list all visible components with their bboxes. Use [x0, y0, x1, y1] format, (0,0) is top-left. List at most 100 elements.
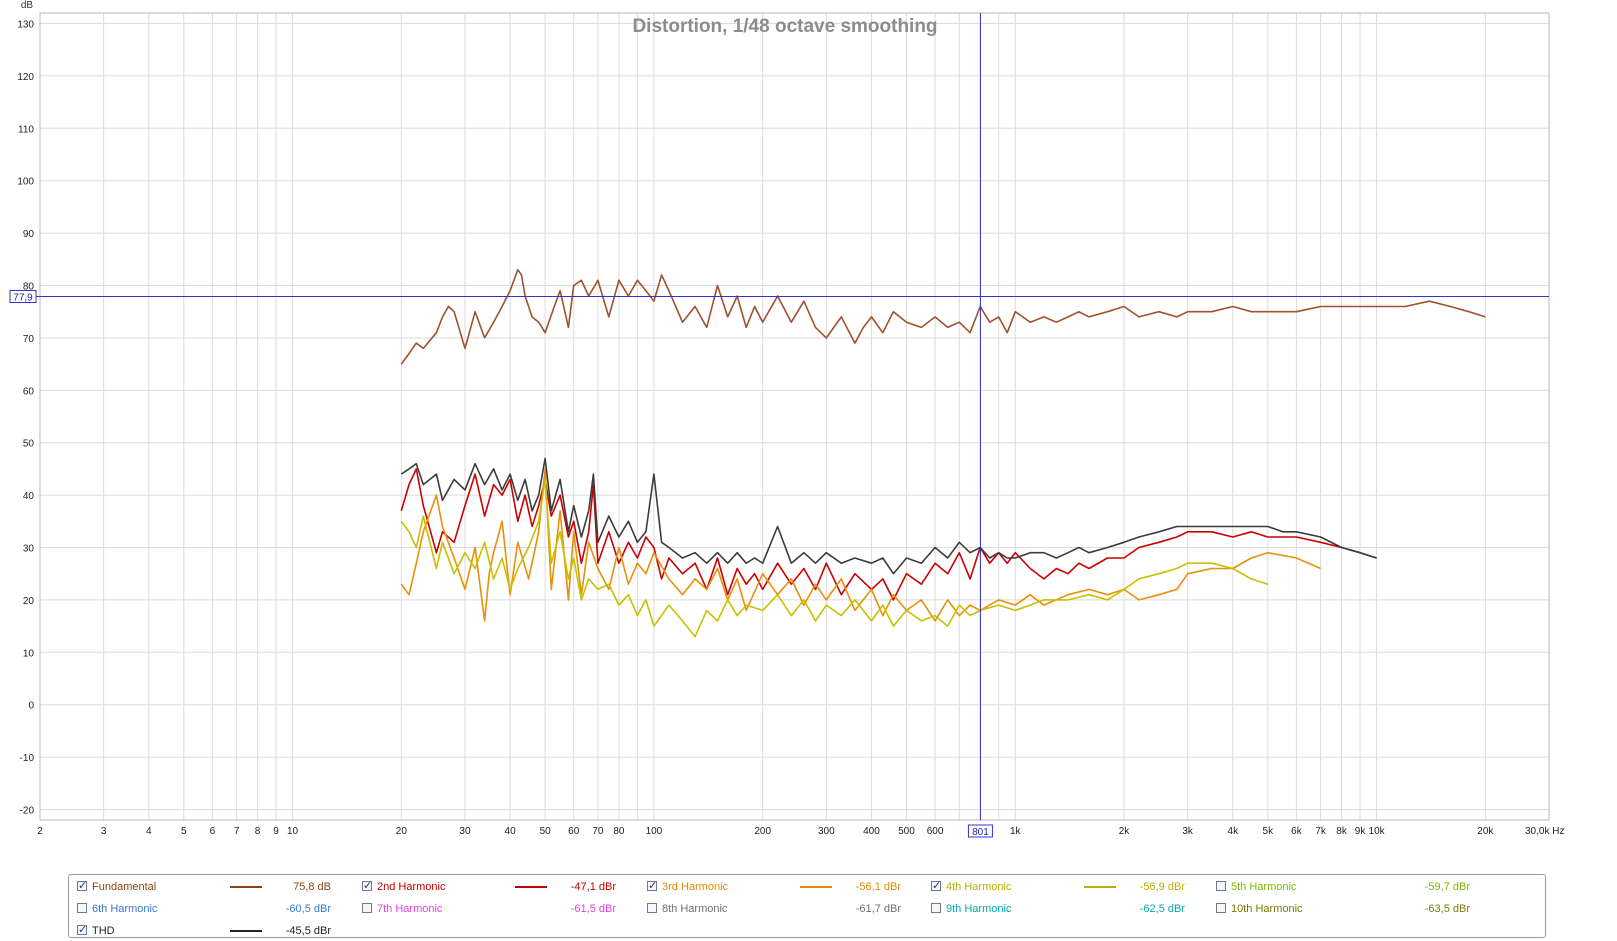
x-tick-label: 40	[505, 826, 517, 837]
legend-label: 9th Harmonic	[946, 903, 1012, 915]
legend-label: 4th Harmonic	[946, 881, 1012, 893]
legend-item-2nd-harmonic[interactable]: 2nd Harmonic -47,1 dBr	[362, 878, 632, 895]
legend-item-3rd-harmonic[interactable]: 3rd Harmonic -56,1 dBr	[647, 878, 917, 895]
legend-label: THD	[92, 925, 115, 937]
series-line-fundamental	[400, 268, 1486, 365]
y-tick-label: 40	[23, 491, 35, 502]
x-tick-label: 7	[234, 826, 240, 837]
legend-checkbox-4th-harmonic[interactable]	[931, 878, 941, 894]
cursor-layer[interactable]: 77,9 801	[9, 13, 1549, 838]
y-tick-label: 110	[18, 124, 34, 135]
x-tick-label: 400	[863, 826, 880, 837]
legend-item-9th-harmonic[interactable]: 9th Harmonic -62,5 dBr	[931, 901, 1201, 917]
x-tick-label: 6k	[1291, 826, 1303, 837]
y-tick-label: 70	[23, 334, 35, 345]
legend-label: 6th Harmonic	[92, 903, 158, 915]
series-line-2nd-harmonic	[400, 468, 1377, 601]
y-tick-label: -10	[20, 753, 35, 764]
legend-label: 8th Harmonic	[662, 903, 728, 915]
y-tick-label: 50	[23, 439, 35, 450]
x-tick-label: 1k	[1010, 826, 1022, 837]
y-tick-label: 90	[23, 229, 35, 240]
legend-item-5th-harmonic[interactable]: 5th Harmonic -59,7 dBr	[1216, 879, 1486, 895]
legend-label: 7th Harmonic	[377, 903, 443, 915]
legend-checkbox-6th-harmonic[interactable]	[77, 903, 87, 913]
legend-swatch-line	[800, 886, 832, 888]
series-line-4th-harmonic	[400, 478, 1269, 638]
cursor-y-readout-box	[9, 289, 37, 303]
legend-label: 2nd Harmonic	[377, 881, 446, 893]
chart-title: Distortion, 1/48 octave smoothing	[632, 16, 937, 37]
x-tick-label: 200	[754, 826, 771, 837]
legend-item-10th-harmonic[interactable]: 10th Harmonic -63,5 dBr	[1216, 901, 1486, 917]
x-tick-label: 300	[818, 826, 835, 837]
legend-checkbox-9th-harmonic[interactable]	[931, 903, 941, 913]
x-tick-label: 3	[101, 826, 107, 837]
x-tick-label: 8	[255, 826, 261, 837]
legend-value: -61,7 dBr	[855, 903, 901, 915]
legend-value: -56,1 dBr	[855, 881, 901, 893]
legend-value: -63,5 dBr	[1424, 903, 1470, 915]
legend-checkbox-3rd-harmonic[interactable]	[647, 878, 657, 894]
legend-item-6th-harmonic[interactable]: 6th Harmonic -60,5 dBr	[77, 901, 347, 917]
x-tick-label: 60	[568, 826, 580, 837]
legend-checkbox-fundamental[interactable]	[77, 878, 87, 894]
legend-swatch-line	[230, 930, 262, 932]
legend-item-thd[interactable]: THD -45,5 dBr	[77, 922, 347, 939]
legend-checkbox-thd[interactable]	[77, 922, 87, 938]
legend-checkbox-10th-harmonic[interactable]	[1216, 903, 1226, 913]
legend: Fundamental 75,8 dB 2nd Harmonic -47,1 dBr 3…	[68, 874, 1546, 938]
legend-checkbox-8th-harmonic[interactable]	[647, 903, 657, 913]
legend-swatch-line	[1084, 886, 1116, 888]
x-tick-label: 5k	[1263, 826, 1275, 837]
cursor-x-readout: 801	[972, 827, 989, 838]
x-tick-label: 600	[927, 826, 944, 837]
legend-value: 75,8 dB	[293, 881, 331, 893]
cursor-x-readout-box	[967, 824, 993, 838]
x-tick-label: 9	[273, 826, 279, 837]
legend-value: -45,5 dBr	[285, 925, 331, 937]
series-layer	[400, 268, 1486, 638]
legend-item-fundamental[interactable]: Fundamental 75,8 dB	[77, 878, 347, 895]
legend-value: -62,5 dBr	[1139, 903, 1185, 915]
legend-checkbox-7th-harmonic[interactable]	[362, 903, 372, 913]
legend-value: -61,5 dBr	[570, 903, 616, 915]
legend-label: Fundamental	[92, 881, 157, 893]
x-tick-label: 10	[287, 826, 299, 837]
x-tick-label: 8k	[1336, 826, 1348, 837]
y-tick-label: 0	[28, 701, 34, 712]
x-tick-label: 2	[37, 826, 43, 837]
legend-item-8th-harmonic[interactable]: 8th Harmonic -61,7 dBr	[647, 901, 917, 917]
legend-checkbox-2nd-harmonic[interactable]	[362, 878, 372, 894]
legend-item-7th-harmonic[interactable]: 7th Harmonic -61,5 dBr	[362, 901, 632, 917]
legend-swatch-line	[515, 886, 547, 888]
x-tick-label: 70	[592, 826, 604, 837]
legend-swatch-line	[230, 886, 262, 888]
legend-label: 10th Harmonic	[1231, 903, 1303, 915]
legend-value: -47,1 dBr	[570, 881, 616, 893]
legend-checkbox-5th-harmonic[interactable]	[1216, 881, 1226, 891]
legend-value: -60,5 dBr	[285, 903, 331, 915]
y-tick-label: 100	[17, 177, 34, 188]
x-tick-label: 4	[146, 826, 152, 837]
legend-label: 5th Harmonic	[1231, 881, 1297, 893]
x-tick-label: 10k	[1369, 826, 1386, 837]
x-tick-label: 500	[898, 826, 915, 837]
x-tick-label: 3k	[1182, 826, 1194, 837]
y-tick-label: 130	[17, 19, 34, 30]
legend-value: -56,9 dBr	[1139, 881, 1185, 893]
cursor-y-readout: 77,9	[13, 292, 33, 303]
y-tick-label: 20	[23, 596, 35, 607]
x-tick-label: 100	[646, 826, 663, 837]
y-axis-label: dB	[21, 0, 34, 11]
x-tick-label: 20k	[1477, 826, 1494, 837]
y-tick-label: 80	[23, 281, 35, 292]
legend-item-4th-harmonic[interactable]: 4th Harmonic -56,9 dBr	[931, 878, 1201, 895]
x-tick-label: 7k	[1315, 826, 1327, 837]
legend-label: 3rd Harmonic	[662, 881, 729, 893]
y-tick-label: 30	[23, 544, 35, 555]
x-tick-label: 30,0k Hz	[1525, 826, 1564, 837]
